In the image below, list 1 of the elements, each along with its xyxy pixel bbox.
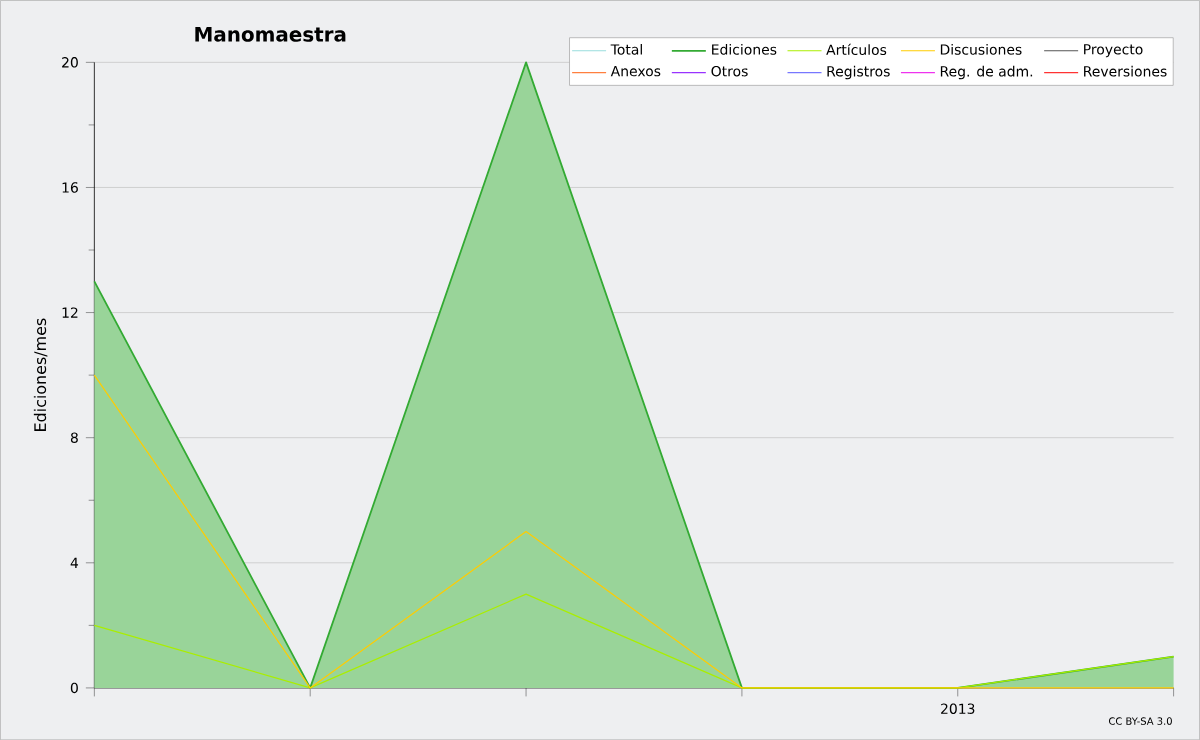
chart-title: Manomaestra [195, 26, 346, 42]
